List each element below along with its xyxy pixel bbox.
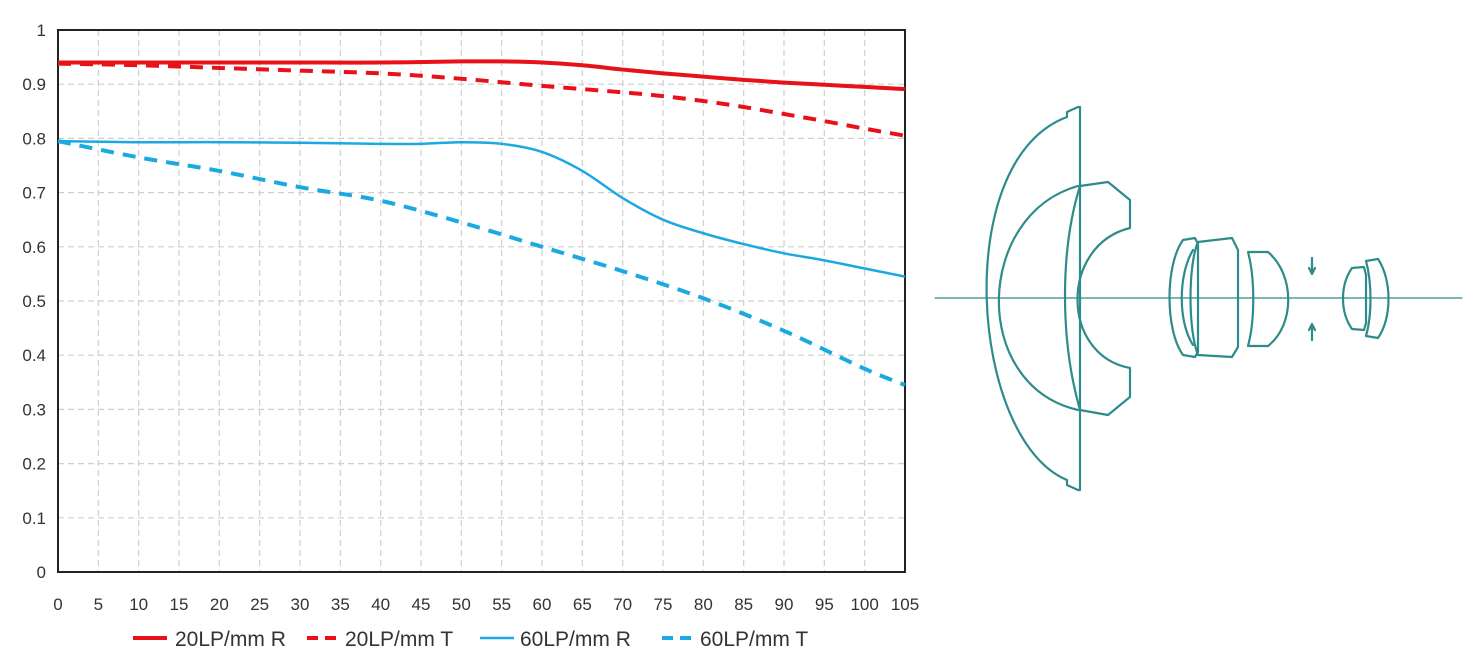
chart-legend: 20LP/mm R 20LP/mm T 60LP/mm R 60LP/mm T	[133, 628, 808, 651]
y-tick-label: 1	[37, 21, 46, 40]
mtf-chart: 0 5 10 15 20 25 30 35 40 45 50 55 60 65 70 75 80 85 90 95 10…	[22, 21, 919, 651]
lens-element-5	[1246, 250, 1290, 348]
y-tick-label: 0	[37, 563, 46, 582]
x-tick-label: 60	[533, 595, 552, 614]
y-axis-ticks: 0 0.1 0.2 0.3 0.4 0.5 0.6 0.7 0.8 0.9 1	[22, 21, 46, 582]
y-tick-label: 0.7	[22, 184, 46, 203]
x-tick-label: 105	[891, 595, 919, 614]
y-tick-label: 0.4	[22, 346, 46, 365]
lens-element-6	[1342, 265, 1368, 332]
x-tick-label: 55	[492, 595, 511, 614]
series-line-2	[57, 61, 906, 138]
x-tick-label: 15	[170, 595, 189, 614]
x-tick-label: 35	[331, 595, 350, 614]
y-tick-label: 0.5	[22, 292, 46, 311]
x-tick-label: 85	[734, 595, 753, 614]
y-tick-label: 0.1	[22, 509, 46, 528]
x-tick-label: 65	[573, 595, 592, 614]
lens-element-4	[1189, 236, 1240, 359]
aperture-stop	[1307, 256, 1317, 342]
lens-element-3-inner	[1180, 248, 1195, 347]
y-tick-label: 0.9	[22, 75, 46, 94]
chart-grid	[58, 30, 905, 572]
plot-area-frame	[57, 29, 906, 573]
x-tick-label: 95	[815, 595, 834, 614]
series-line-1	[57, 59, 906, 92]
x-tick-label: 70	[613, 595, 632, 614]
x-tick-label: 10	[129, 595, 148, 614]
x-tick-label: 20	[210, 595, 229, 614]
x-tick-label: 25	[250, 595, 269, 614]
legend-label-2: 20LP/mm T	[345, 628, 453, 651]
legend-label-3: 60LP/mm R	[520, 628, 631, 651]
lens-element-1	[985, 105, 1082, 492]
x-axis-ticks: 0 5 10 15 20 25 30 35 40 45 50 55 60 65 70 75 80 85 90 95 10…	[53, 595, 919, 614]
x-tick-label: 100	[850, 595, 878, 614]
lens-element-2	[1063, 180, 1132, 417]
lens-element-7	[1364, 257, 1390, 340]
lens-element-1-inner	[997, 184, 1080, 412]
y-tick-label: 0.3	[22, 400, 46, 419]
legend-label-4: 60LP/mm T	[700, 628, 808, 651]
x-tick-label: 80	[694, 595, 713, 614]
series-line-3	[57, 139, 906, 278]
x-tick-label: 90	[775, 595, 794, 614]
chart-series	[57, 59, 906, 387]
y-tick-label: 0.2	[22, 455, 46, 474]
x-tick-label: 50	[452, 595, 471, 614]
y-tick-label: 0.8	[22, 129, 46, 148]
x-tick-label: 0	[53, 595, 62, 614]
x-tick-label: 5	[94, 595, 103, 614]
x-tick-label: 40	[371, 595, 390, 614]
y-tick-label: 0.6	[22, 238, 46, 257]
x-tick-label: 75	[654, 595, 673, 614]
legend-label-1: 20LP/mm R	[175, 628, 286, 651]
x-tick-label: 45	[412, 595, 431, 614]
x-tick-label: 30	[291, 595, 310, 614]
series-line-4	[57, 139, 906, 387]
